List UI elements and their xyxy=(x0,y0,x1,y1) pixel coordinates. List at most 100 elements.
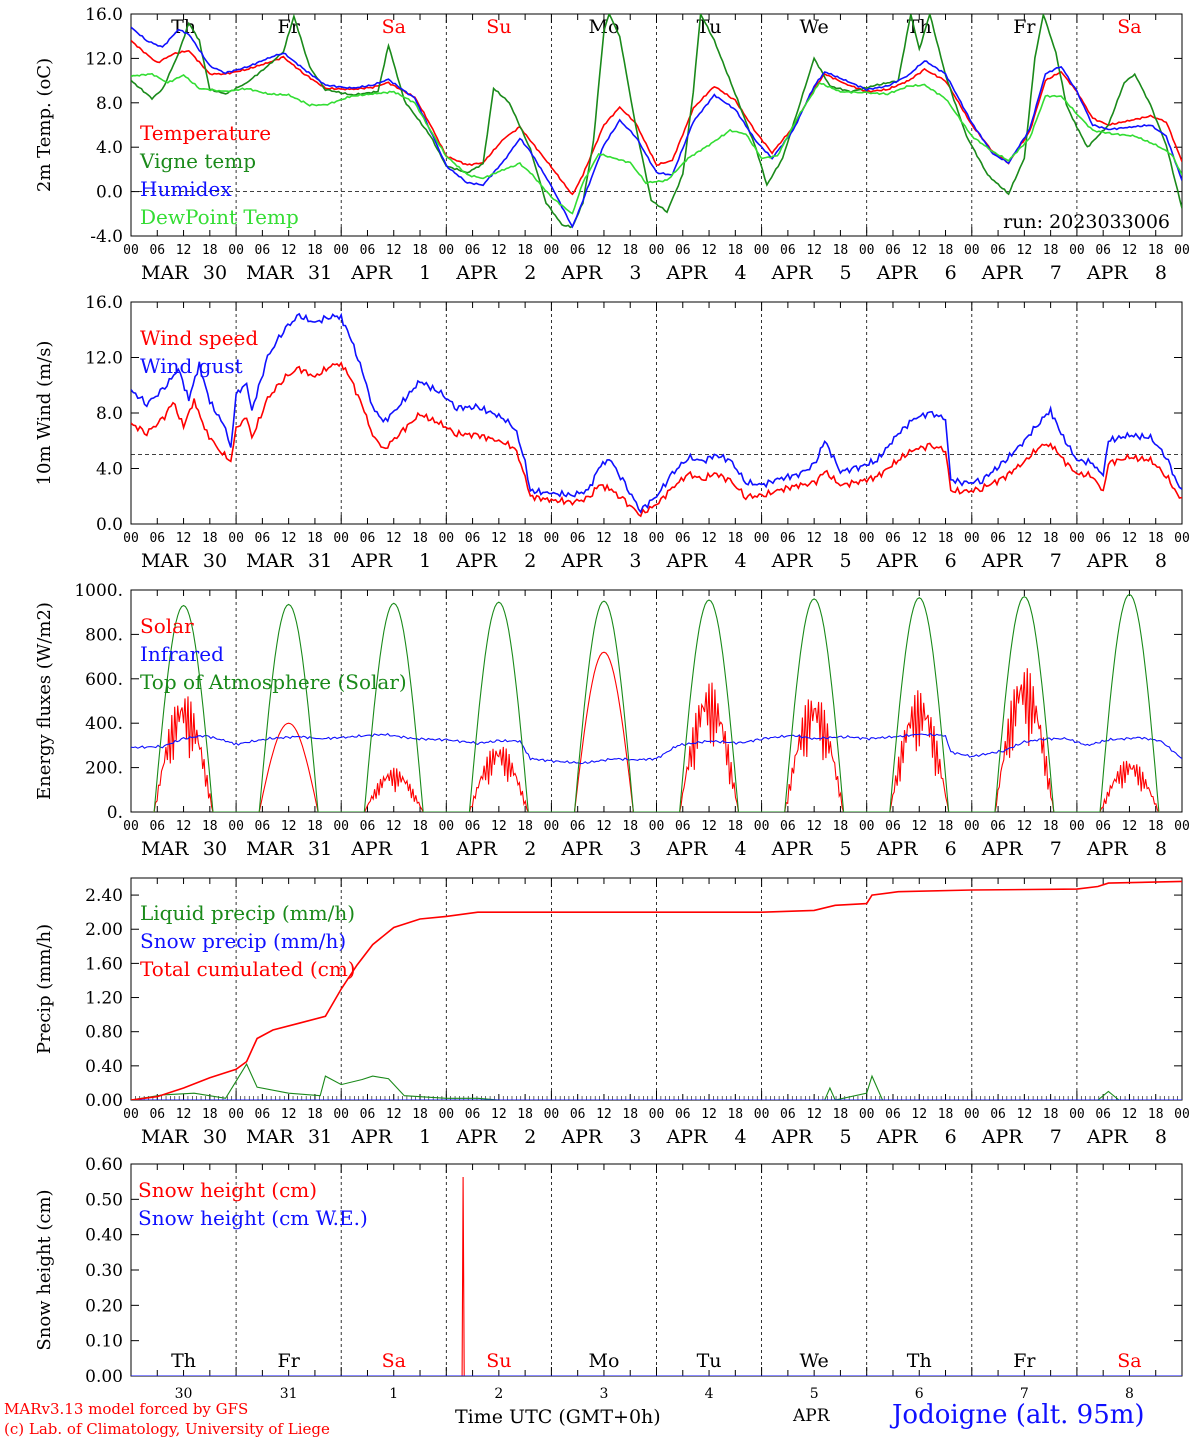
footer-location: Jodoigne (alt. 95m) xyxy=(892,1400,1145,1430)
hour-label: 12 xyxy=(911,819,927,834)
series-line-total-cumulated-cm- xyxy=(131,880,1182,1100)
hour-label: 12 xyxy=(701,819,717,834)
date-month-label: MAR xyxy=(246,550,294,572)
hour-label: 12 xyxy=(281,243,297,258)
date-day-label: 7 xyxy=(1050,838,1062,860)
hour-label: 12 xyxy=(596,819,612,834)
date-day-label: 31 xyxy=(308,838,332,860)
hour-label: 00 xyxy=(438,531,454,546)
hour-label: 00 xyxy=(123,243,139,258)
day-number-label: 5 xyxy=(810,1386,819,1402)
date-month-label: APR xyxy=(560,550,603,572)
date-day-label: 7 xyxy=(1050,550,1062,572)
date-day-label: 30 xyxy=(203,1126,227,1148)
hour-label: 00 xyxy=(544,531,560,546)
hour-label: 18 xyxy=(1148,1107,1164,1122)
hour-label: 12 xyxy=(386,1107,402,1122)
hour-label: 06 xyxy=(570,243,586,258)
hour-label: 18 xyxy=(622,243,638,258)
date-day-label: 30 xyxy=(203,262,227,284)
hour-label: 06 xyxy=(675,1107,691,1122)
hour-label: 12 xyxy=(386,243,402,258)
date-day-label: 4 xyxy=(734,550,746,572)
y-tick-label: 4.0 xyxy=(96,138,123,158)
hour-label: 12 xyxy=(596,243,612,258)
hour-label: 00 xyxy=(228,1107,244,1122)
hour-label: 06 xyxy=(885,1107,901,1122)
y-tick-label: 1.20 xyxy=(85,989,123,1009)
hour-label: 06 xyxy=(570,1107,586,1122)
hour-label: 06 xyxy=(990,1107,1006,1122)
hour-label: 12 xyxy=(386,531,402,546)
legend-entry: Total cumulated (cm) xyxy=(140,957,356,981)
legend-entry: DewPoint Temp xyxy=(140,205,299,229)
series-line-solar xyxy=(153,651,1160,812)
weekday-label: We xyxy=(800,16,829,38)
hour-label: 12 xyxy=(596,531,612,546)
y-axis-label: 10m Wind (m/s) xyxy=(34,341,55,486)
series-line-snow-height-cm- xyxy=(131,1176,1182,1376)
hour-label: 06 xyxy=(675,531,691,546)
series-line-humidex xyxy=(131,26,1182,229)
hour-label: 18 xyxy=(1148,531,1164,546)
weekday-label: Sa xyxy=(382,16,406,38)
weekday-label: Fr xyxy=(1013,1350,1036,1372)
hour-label: 00 xyxy=(1174,1107,1190,1122)
y-tick-label: 12.0 xyxy=(85,349,123,369)
hour-label: 12 xyxy=(1122,243,1138,258)
series-group xyxy=(131,1176,1182,1376)
series-line-wind-gust xyxy=(131,312,1182,514)
day-number-label: 30 xyxy=(175,1386,193,1402)
date-day-label: 30 xyxy=(203,550,227,572)
legend-entry: Liquid precip (mm/h) xyxy=(140,901,355,925)
hour-label: 18 xyxy=(307,819,323,834)
date-day-label: 4 xyxy=(734,1126,746,1148)
weekday-label: Th xyxy=(171,1350,196,1372)
hour-label: 18 xyxy=(938,819,954,834)
hour-label: 00 xyxy=(228,819,244,834)
y-tick-label: 12.0 xyxy=(85,49,123,69)
hour-label: 18 xyxy=(517,531,533,546)
hour-label: 00 xyxy=(1174,819,1190,834)
date-month-label: APR xyxy=(350,1126,393,1148)
date-month-label: APR xyxy=(666,262,709,284)
y-tick-label: 0.80 xyxy=(85,1023,123,1043)
hour-label: 00 xyxy=(123,1107,139,1122)
hour-label: 06 xyxy=(255,819,271,834)
date-day-label: 4 xyxy=(734,838,746,860)
hour-label: 12 xyxy=(1122,819,1138,834)
hour-label: 06 xyxy=(360,1107,376,1122)
y-tick-label: 0.30 xyxy=(85,1261,123,1281)
hour-label: 18 xyxy=(833,1107,849,1122)
date-day-label: 1 xyxy=(419,262,431,284)
hour-label: 18 xyxy=(412,531,428,546)
hour-label: 18 xyxy=(517,819,533,834)
series-line-top-of-atmosphere-solar- xyxy=(153,593,1160,812)
date-day-label: 8 xyxy=(1155,550,1167,572)
y-axis-label: Precip (mm/h) xyxy=(34,924,55,1054)
hour-label: 18 xyxy=(727,531,743,546)
hour-label: 06 xyxy=(570,531,586,546)
weekday-label: Th xyxy=(171,16,196,38)
hour-label: 18 xyxy=(412,1107,428,1122)
hour-label: 00 xyxy=(1069,243,1085,258)
date-day-label: 30 xyxy=(203,838,227,860)
hour-label: 18 xyxy=(1043,1107,1059,1122)
date-month-label: APR xyxy=(981,1126,1024,1148)
hour-label: 12 xyxy=(281,1107,297,1122)
day-number-label: 3 xyxy=(599,1386,608,1402)
date-day-label: 8 xyxy=(1155,838,1167,860)
hour-label: 18 xyxy=(412,819,428,834)
series-group xyxy=(131,880,1182,1100)
hour-label: 06 xyxy=(1095,243,1111,258)
y-tick-label: 4.0 xyxy=(96,460,123,480)
date-day-label: 3 xyxy=(629,262,641,284)
hour-label: 06 xyxy=(360,531,376,546)
hour-label: 06 xyxy=(255,1107,271,1122)
date-month-label: APR xyxy=(350,838,393,860)
panel-5: 0.00 0.10 0.20 0.30 0.40 0.50 0.60 Snow height … xyxy=(34,1155,1183,1402)
date-month-label: APR xyxy=(350,262,393,284)
date-month-label: APR xyxy=(666,838,709,860)
hour-label: 18 xyxy=(727,243,743,258)
hour-label: 00 xyxy=(333,819,349,834)
